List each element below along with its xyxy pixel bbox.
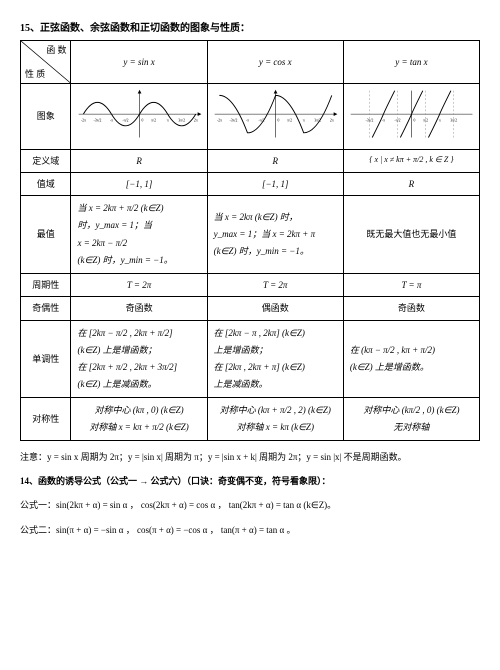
svg-text:-π/2: -π/2: [394, 119, 400, 123]
extrema-sin: 当 x = 2kπ + π/2 (k∈Z) 时，y_max = 1；当 x = …: [71, 196, 207, 273]
svg-text:0: 0: [141, 119, 143, 123]
cos-curve-icon: -2π -3π/2 -π -π/2 0 π/2 π 3π/2 2π: [210, 86, 341, 142]
range-cos: [−1, 1]: [207, 172, 343, 195]
note-4: 公式二：sin(π + α) = −sin α ， cos(π + α) = −…: [20, 522, 480, 538]
svg-text:-π/2: -π/2: [258, 119, 264, 123]
extrema-cos: 当 x = 2kπ (k∈Z) 时， y_max = 1；当 x = 2kπ +…: [207, 196, 343, 273]
svg-text:π/2: π/2: [151, 119, 156, 123]
svg-text:2π: 2π: [330, 119, 334, 123]
svg-text:2π: 2π: [193, 119, 197, 123]
note-3: 公式一：sin(2kπ + α) = sin α ， cos(2kπ + α) …: [20, 497, 480, 513]
svg-text:3π/2: 3π/2: [178, 119, 185, 123]
row-image: 图象: [21, 84, 71, 150]
svg-text:3π/2: 3π/2: [450, 119, 457, 123]
tan-curve-icon: -3π/2 -π -π/2 0 π/2 π 3π/2: [346, 86, 477, 142]
svg-text:0: 0: [277, 119, 279, 123]
sin-curve-icon: -2π -3π/2 -π -π/2 0 π/2 π 3π/2 2π: [74, 86, 205, 142]
parity-sin: 奇函数: [71, 297, 207, 320]
svg-text:-π/2: -π/2: [122, 119, 128, 123]
row-parity: 奇偶性: [21, 297, 71, 320]
graph-cos: -2π -3π/2 -π -π/2 0 π/2 π 3π/2 2π: [207, 84, 343, 150]
svg-text:3π/2: 3π/2: [314, 119, 321, 123]
note-2: 14、函数的诱导公式（公式一 → 公式六）（口诀：奇变偶不变，符号看象限）：: [20, 473, 480, 489]
svg-text:π/2: π/2: [423, 119, 428, 123]
svg-text:0: 0: [413, 119, 415, 123]
parity-cos: 偶函数: [207, 297, 343, 320]
symm-sin: 对称中心 (kπ , 0) (k∈Z) 对称轴 x = kπ + π/2 (k∈…: [71, 397, 207, 440]
svg-text:-3π/2: -3π/2: [229, 119, 237, 123]
note-1: 注意：y = sin x 周期为 2π；y = |sin x| 周期为 π；y …: [20, 449, 480, 465]
row-symm: 对称性: [21, 397, 71, 440]
period-cos: T = 2π: [207, 273, 343, 296]
symm-tan: 对称中心 (kπ/2 , 0) (k∈Z) 无对称轴: [343, 397, 479, 440]
period-tan: T = π: [343, 273, 479, 296]
svg-text:-2π: -2π: [80, 119, 85, 123]
col-sin: y = sin x: [71, 41, 207, 84]
svg-text:π: π: [166, 119, 168, 123]
header-bot-label: 性 质: [25, 67, 45, 81]
col-tan: y = tan x: [343, 41, 479, 84]
svg-text:π: π: [302, 119, 304, 123]
extrema-tan: 既无最大值也无最小值: [343, 196, 479, 273]
domain-sin: R: [71, 149, 207, 172]
mono-cos: 在 [2kπ − π , 2kπ] (k∈Z) 上是增函数； 在 [2kπ , …: [207, 320, 343, 397]
header-diagonal-cell: 函 数 性 质: [21, 41, 71, 84]
mono-sin: 在 [2kπ − π/2 , 2kπ + π/2] (k∈Z) 上是增函数； 在…: [71, 320, 207, 397]
svg-text:-3π/2: -3π/2: [365, 119, 373, 123]
svg-text:-π: -π: [246, 119, 249, 123]
row-domain: 定义域: [21, 149, 71, 172]
svg-text:π/2: π/2: [287, 119, 292, 123]
parity-tan: 奇函数: [343, 297, 479, 320]
row-mono: 单调性: [21, 320, 71, 397]
section-title: 15、正弦函数、余弦函数和正切函数的图象与性质：: [20, 19, 480, 34]
range-sin: [−1, 1]: [71, 172, 207, 195]
mono-tan: 在 (kπ − π/2 , kπ + π/2) (k∈Z) 上是增函数。: [343, 320, 479, 397]
col-cos: y = cos x: [207, 41, 343, 84]
domain-cos: R: [207, 149, 343, 172]
range-tan: R: [343, 172, 479, 195]
svg-text:-2π: -2π: [217, 119, 222, 123]
period-sin: T = 2π: [71, 273, 207, 296]
trig-properties-table: 函 数 性 质 y = sin x y = cos x y = tan x 图象…: [20, 40, 480, 441]
svg-text:-3π/2: -3π/2: [93, 119, 101, 123]
svg-text:π: π: [439, 119, 441, 123]
symm-cos: 对称中心 (kπ + π/2 , 2) (k∈Z) 对称轴 x = kπ (k∈…: [207, 397, 343, 440]
domain-tan: { x | x ≠ kπ + π/2 , k ∈ Z }: [343, 149, 479, 172]
header-top-label: 函 数: [46, 43, 66, 57]
graph-tan: -3π/2 -π -π/2 0 π/2 π 3π/2: [343, 84, 479, 150]
svg-text:-π: -π: [109, 119, 112, 123]
graph-sin: -2π -3π/2 -π -π/2 0 π/2 π 3π/2 2π: [71, 84, 207, 150]
row-extrema: 最值: [21, 196, 71, 273]
row-range: 值域: [21, 172, 71, 195]
row-period: 周期性: [21, 273, 71, 296]
svg-text:-π: -π: [382, 119, 385, 123]
